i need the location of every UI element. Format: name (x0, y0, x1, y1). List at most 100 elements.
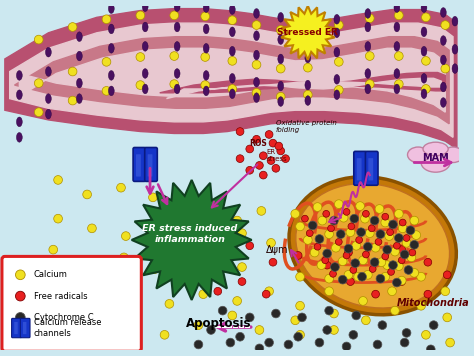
Ellipse shape (278, 35, 283, 44)
Ellipse shape (352, 241, 361, 250)
Ellipse shape (365, 80, 374, 88)
Ellipse shape (325, 306, 334, 315)
Ellipse shape (228, 57, 237, 65)
Ellipse shape (441, 64, 450, 73)
Ellipse shape (383, 261, 392, 269)
Ellipse shape (226, 338, 235, 347)
Ellipse shape (365, 14, 374, 23)
Ellipse shape (403, 235, 410, 241)
Ellipse shape (229, 5, 235, 14)
Ellipse shape (64, 282, 72, 291)
Text: ROS: ROS (250, 139, 267, 148)
Ellipse shape (443, 313, 452, 322)
Ellipse shape (365, 42, 371, 51)
Ellipse shape (46, 47, 51, 57)
Ellipse shape (443, 271, 451, 279)
Ellipse shape (257, 206, 266, 215)
Ellipse shape (440, 36, 446, 45)
Ellipse shape (399, 219, 406, 226)
Ellipse shape (142, 2, 148, 11)
Ellipse shape (421, 13, 430, 22)
Ellipse shape (372, 290, 380, 298)
Ellipse shape (404, 266, 413, 274)
Ellipse shape (421, 73, 427, 83)
Ellipse shape (410, 268, 419, 277)
Ellipse shape (394, 22, 400, 32)
Ellipse shape (335, 200, 343, 209)
FancyBboxPatch shape (136, 154, 141, 177)
Ellipse shape (83, 190, 91, 199)
Ellipse shape (394, 52, 403, 61)
Ellipse shape (365, 9, 371, 18)
Ellipse shape (394, 11, 403, 20)
Ellipse shape (265, 287, 273, 295)
Ellipse shape (356, 202, 365, 210)
Ellipse shape (335, 21, 343, 30)
Ellipse shape (76, 32, 82, 42)
Ellipse shape (275, 142, 283, 150)
Ellipse shape (102, 15, 111, 23)
Ellipse shape (265, 131, 273, 138)
Ellipse shape (392, 278, 401, 287)
Ellipse shape (102, 87, 111, 95)
Ellipse shape (356, 237, 363, 244)
Ellipse shape (246, 166, 254, 174)
Ellipse shape (398, 278, 406, 286)
Ellipse shape (136, 53, 145, 61)
Ellipse shape (228, 85, 237, 93)
Ellipse shape (254, 9, 259, 18)
Ellipse shape (228, 311, 237, 320)
Ellipse shape (334, 74, 340, 84)
Ellipse shape (398, 257, 405, 264)
Ellipse shape (54, 214, 63, 223)
Ellipse shape (369, 266, 376, 272)
Ellipse shape (334, 28, 340, 38)
Ellipse shape (346, 228, 355, 237)
Ellipse shape (282, 155, 290, 162)
Ellipse shape (291, 316, 300, 325)
Ellipse shape (46, 67, 51, 76)
Ellipse shape (424, 258, 432, 266)
Ellipse shape (365, 229, 374, 237)
Ellipse shape (440, 98, 446, 108)
Ellipse shape (382, 213, 389, 220)
Ellipse shape (180, 234, 188, 242)
Ellipse shape (350, 214, 359, 223)
Ellipse shape (452, 64, 458, 73)
Ellipse shape (214, 287, 222, 295)
Ellipse shape (363, 210, 369, 217)
Ellipse shape (203, 3, 209, 12)
Ellipse shape (388, 268, 394, 275)
Ellipse shape (236, 155, 244, 162)
Ellipse shape (402, 239, 411, 247)
Text: Cytochrome C: Cytochrome C (34, 313, 93, 322)
Ellipse shape (339, 213, 348, 222)
Ellipse shape (262, 290, 270, 298)
Ellipse shape (298, 313, 306, 322)
Ellipse shape (142, 84, 148, 94)
Ellipse shape (365, 69, 371, 78)
Ellipse shape (368, 225, 375, 232)
Ellipse shape (301, 215, 308, 222)
Ellipse shape (325, 230, 334, 239)
Ellipse shape (284, 340, 293, 349)
Ellipse shape (173, 229, 180, 237)
Ellipse shape (440, 82, 446, 92)
Polygon shape (132, 180, 252, 300)
Ellipse shape (199, 290, 208, 299)
Ellipse shape (442, 147, 464, 162)
Ellipse shape (88, 329, 96, 337)
Ellipse shape (269, 139, 277, 147)
Ellipse shape (209, 271, 217, 279)
Ellipse shape (229, 27, 235, 37)
Ellipse shape (148, 193, 157, 202)
Ellipse shape (346, 278, 354, 286)
Ellipse shape (142, 22, 148, 32)
Ellipse shape (229, 73, 235, 83)
Ellipse shape (410, 216, 419, 225)
Ellipse shape (305, 96, 311, 105)
Ellipse shape (421, 46, 427, 56)
Ellipse shape (335, 85, 343, 94)
Ellipse shape (174, 69, 180, 78)
Ellipse shape (318, 216, 327, 225)
